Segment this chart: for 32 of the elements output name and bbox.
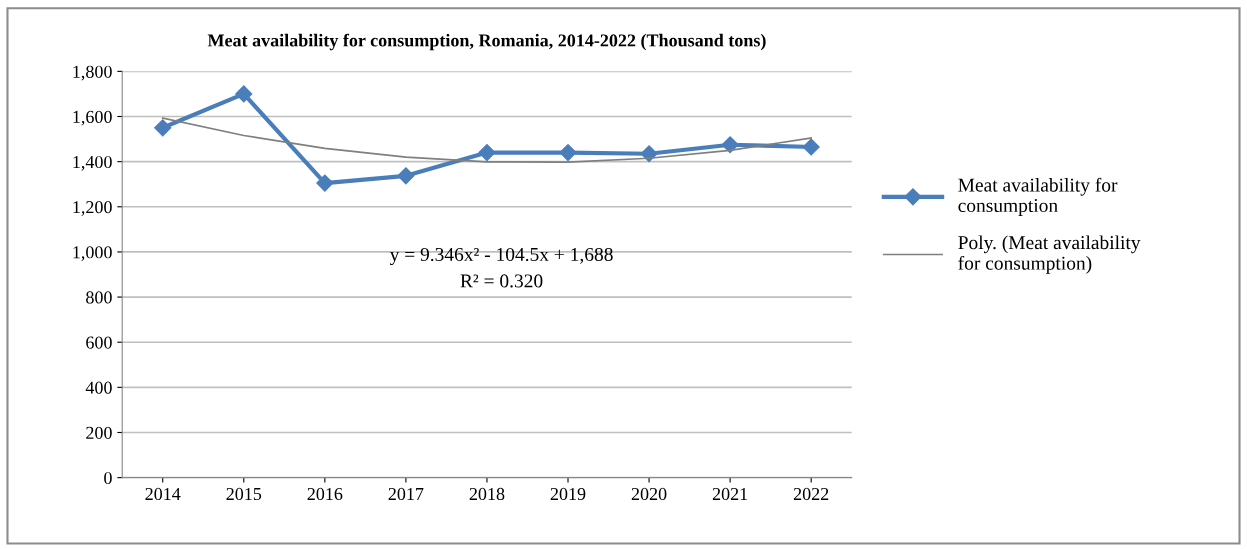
y-tick-label: 600: [86, 336, 112, 349]
legend-label: Meat availability for consumption: [958, 177, 1118, 217]
y-tick-label: 1,400: [73, 155, 112, 171]
x-tick-label: 2020: [631, 487, 667, 501]
legend-label: Poly. (Meat availability for consumption): [958, 235, 1141, 274]
y-tick-label: 1,200: [73, 201, 112, 216]
y-tick-label: 200: [86, 426, 112, 439]
point: [478, 144, 496, 162]
point: [802, 138, 820, 156]
x-tick-label: 2022: [793, 487, 829, 501]
x-tick-label: 2017: [388, 487, 424, 501]
y-tick-label: 0: [104, 471, 112, 485]
point: [154, 119, 172, 137]
point: [235, 85, 253, 103]
point: [397, 167, 415, 185]
y-tick-label: 800: [86, 291, 112, 304]
annotation: y = 9.346x² - 104.5x + 1,688: [389, 247, 613, 266]
x-tick-label: 2016: [307, 487, 343, 501]
point: [559, 144, 577, 162]
x-tick-label: 2014: [145, 487, 181, 501]
point: [316, 174, 334, 192]
annotation: R² = 0.320: [460, 274, 543, 288]
y-tick-label: 1,000: [73, 246, 112, 261]
point: [721, 136, 739, 154]
y-tick-label: 400: [85, 381, 112, 394]
x-tick-label: 2021: [712, 487, 748, 501]
x-tick-label: 2015: [226, 487, 262, 501]
y-tick-label: 1,600: [73, 110, 112, 126]
y-tick-label: 1,800: [73, 65, 112, 81]
x-tick-label: 2018: [469, 487, 505, 501]
chart-title: Meat availability for consumption, Romania, 2014-2022 (Thousand tons): [207, 33, 766, 51]
x-tick-label: 2019: [550, 487, 586, 501]
